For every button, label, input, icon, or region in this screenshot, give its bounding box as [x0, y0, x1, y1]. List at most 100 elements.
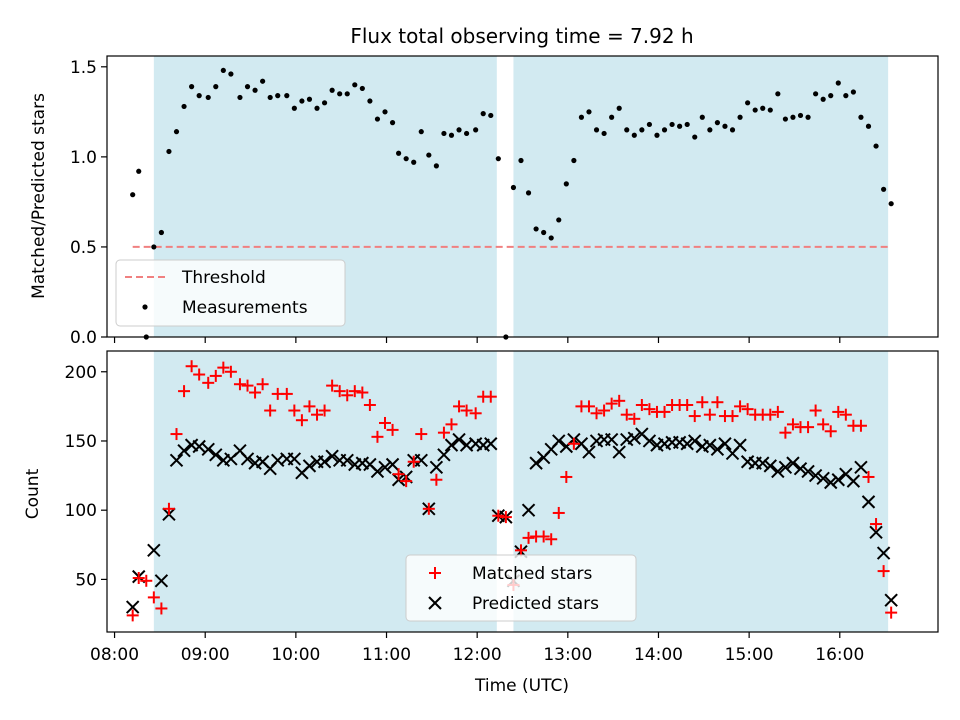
predicted-point — [786, 456, 800, 470]
measurement-point — [654, 132, 660, 138]
predicted-point — [169, 453, 184, 468]
predicted-point — [884, 593, 898, 607]
matched-point — [802, 421, 815, 434]
matched-point — [741, 403, 754, 416]
matched-point — [771, 405, 784, 418]
predicted-point — [854, 460, 868, 474]
predicted-point — [876, 546, 891, 560]
matched-point — [400, 475, 413, 488]
measurement-point — [448, 132, 455, 138]
predicted-point — [147, 543, 161, 558]
x-tick-label: 14:00 — [634, 645, 683, 665]
matched-point — [688, 410, 701, 423]
measurement-point — [418, 129, 424, 135]
matched-point — [288, 404, 301, 417]
measurement-point — [291, 105, 297, 111]
measurement-point — [518, 157, 524, 164]
y-tick-label: 1.5 — [70, 58, 97, 78]
measurement-point — [729, 127, 736, 133]
matched-point — [877, 565, 890, 578]
measurement-point — [173, 129, 180, 135]
predicted-point — [763, 459, 777, 473]
predicted-point — [154, 574, 169, 588]
predicted-point — [437, 448, 451, 462]
matched-point — [140, 574, 153, 587]
matched-point — [779, 426, 792, 439]
measurement-point — [707, 127, 713, 133]
measurement-point — [510, 184, 517, 191]
matched-point — [241, 379, 254, 392]
measurement-point — [411, 159, 417, 165]
measurement-point — [858, 114, 864, 120]
predicted-point — [824, 475, 838, 490]
x-tick-label: 16:00 — [815, 645, 864, 665]
bottom-panel: 50 100 150 200 08:00 09:00 10:00 11:00 12:00 13:… — [23, 350, 939, 696]
measurement-point — [609, 114, 615, 120]
matched-point — [582, 400, 595, 413]
matched-point — [333, 385, 346, 398]
predicted-point — [861, 495, 876, 509]
legend-predicted-swatch — [428, 596, 442, 610]
matched-point — [318, 404, 331, 417]
matched-point — [658, 405, 671, 418]
measurement-point — [237, 94, 243, 101]
predicted-point — [627, 431, 642, 445]
matched-point — [726, 410, 739, 423]
measurement-point — [820, 96, 826, 102]
predicted-point — [529, 456, 543, 470]
measurement-point — [661, 127, 668, 133]
measurement-point — [865, 123, 872, 129]
predicted-point — [869, 525, 883, 540]
measurement-point — [760, 105, 766, 111]
matched-point — [170, 428, 183, 441]
matched-point — [514, 544, 527, 557]
predicted-point — [452, 432, 466, 447]
matched-point — [162, 502, 175, 515]
matched-point — [326, 379, 339, 392]
matched-point — [628, 412, 641, 425]
matched-point — [392, 468, 405, 481]
x-tick-label: 15:00 — [725, 645, 774, 665]
bottom-y-axis: 50 100 150 200 — [65, 363, 107, 590]
matched-point — [224, 365, 237, 378]
matched-point — [492, 509, 505, 522]
matched-point — [711, 396, 724, 409]
legend-threshold-label: Threshold — [181, 268, 266, 288]
predicted-point — [484, 437, 498, 451]
measurement-point — [158, 229, 164, 236]
measurement-point — [533, 226, 539, 232]
matched-point — [264, 404, 277, 417]
predicted-point — [604, 432, 619, 447]
x-tick-label: 11:00 — [362, 645, 411, 665]
matched-point — [635, 398, 648, 411]
measurement-point — [205, 94, 211, 101]
matched-point — [552, 506, 565, 519]
measurement-point — [813, 91, 819, 97]
measurement-point — [252, 87, 258, 93]
matched-point — [499, 511, 512, 524]
predicted-point — [370, 464, 385, 479]
measurement-point — [646, 121, 653, 128]
observing-band-1 — [513, 56, 889, 337]
matched-point — [567, 437, 580, 450]
measurement-point — [548, 235, 554, 241]
predicted-point — [612, 445, 626, 459]
matched-point — [522, 531, 535, 544]
predicted-point — [733, 438, 747, 452]
measurement-point — [684, 121, 690, 128]
measurement-point — [616, 105, 622, 111]
bottom-axes-frame — [106, 350, 939, 633]
matched-point — [469, 407, 482, 420]
measurement-point — [571, 157, 577, 164]
predicted-point — [302, 459, 317, 473]
predicted-point — [385, 457, 400, 472]
top-legend-box — [115, 259, 346, 327]
x-tick-label: 12:00 — [453, 645, 502, 665]
y-tick-label: 50 — [75, 570, 97, 590]
matched-point — [620, 408, 633, 421]
measurement-point — [767, 107, 773, 113]
predicted-point — [414, 453, 428, 468]
bottom-legend-box — [405, 554, 637, 622]
measurement-point — [441, 130, 447, 137]
matched-point — [437, 426, 450, 439]
